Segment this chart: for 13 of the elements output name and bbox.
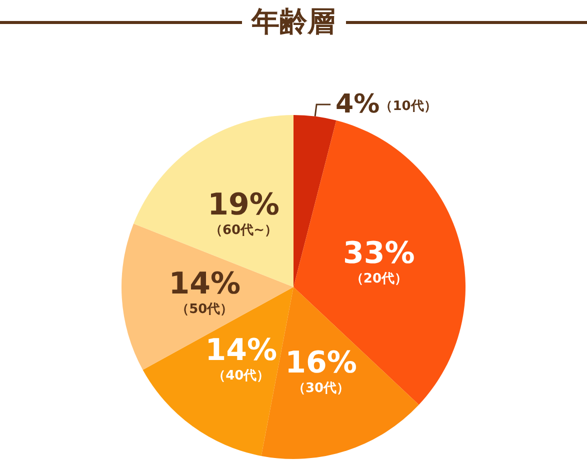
slice-label: （60代~） bbox=[209, 222, 278, 238]
slice-label: （20代） bbox=[350, 272, 408, 287]
slice-label: （30代） bbox=[292, 381, 350, 396]
slice-label: （40代） bbox=[212, 368, 270, 384]
data-label: 19% bbox=[208, 187, 280, 222]
data-label: 16% bbox=[285, 346, 357, 381]
data-label: 14% bbox=[205, 333, 278, 368]
chart-title: 年齢層 bbox=[250, 4, 336, 40]
data-label: 4% bbox=[336, 89, 380, 120]
data-label: 14% bbox=[168, 266, 241, 302]
slice-label: （10代） bbox=[380, 98, 437, 114]
data-label: 33% bbox=[343, 236, 415, 272]
slice-label: （50代） bbox=[176, 302, 234, 318]
